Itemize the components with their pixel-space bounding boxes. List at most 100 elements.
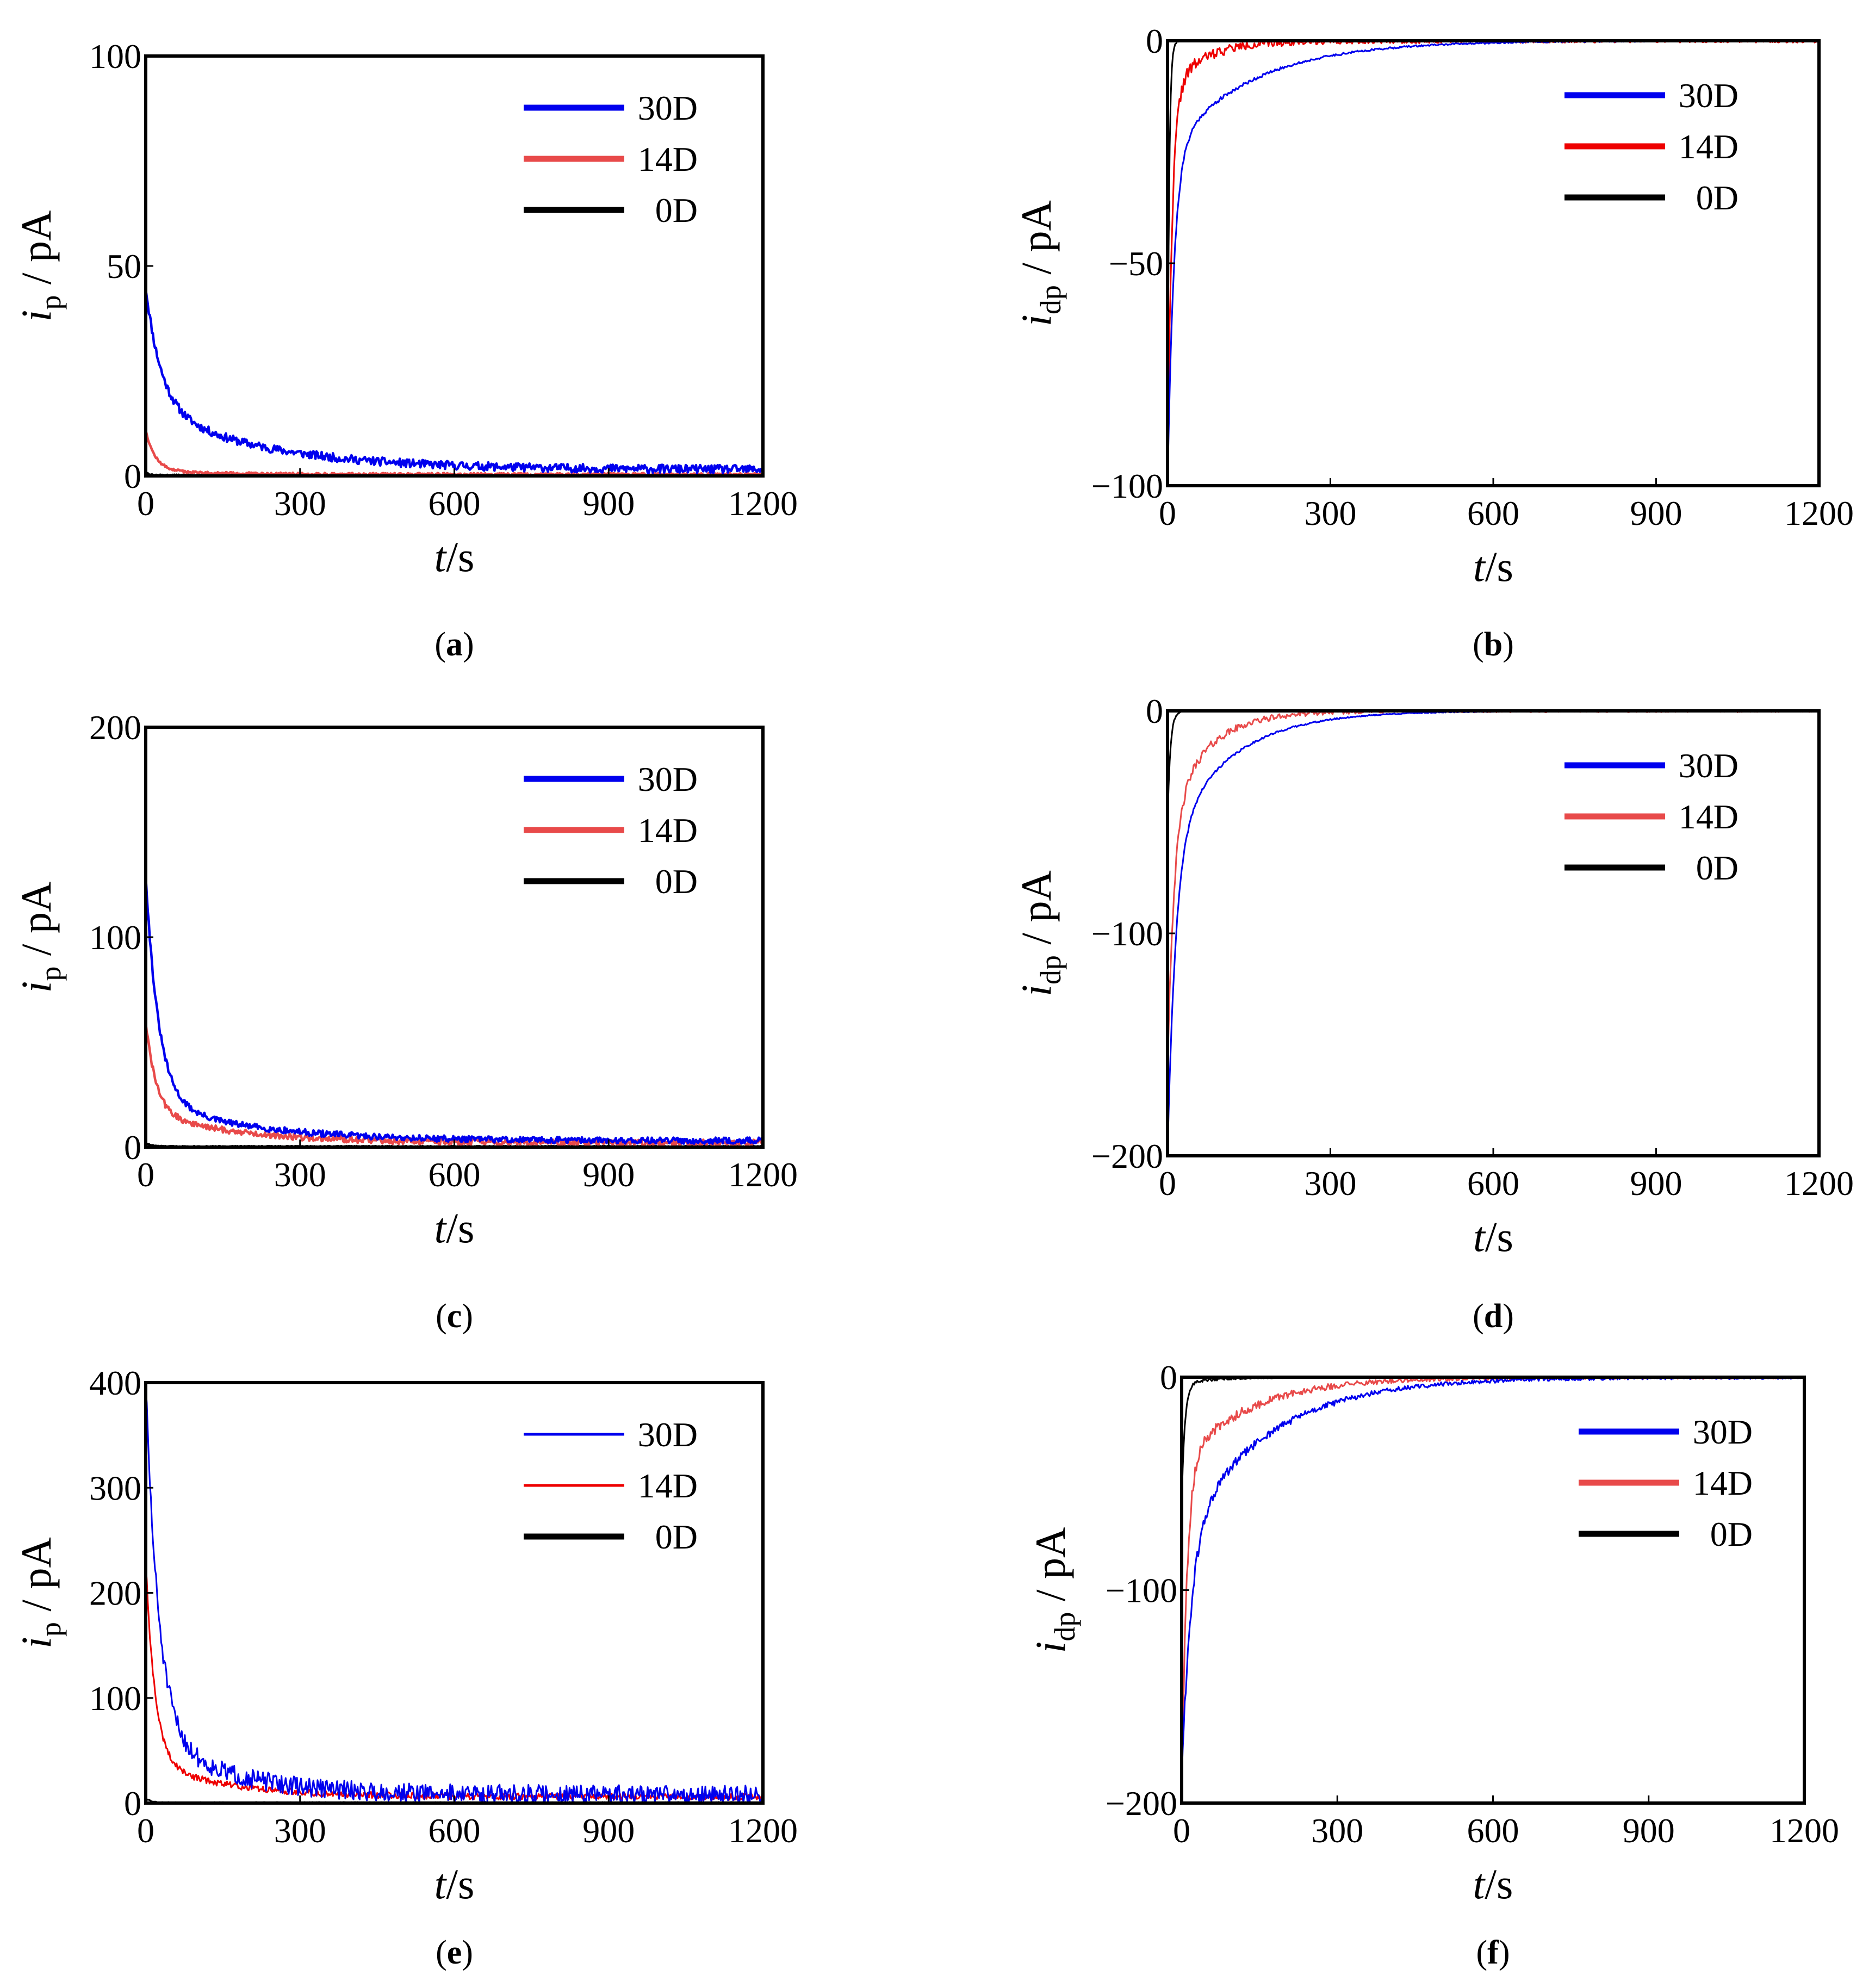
legend-label-30D: 30D xyxy=(638,1415,698,1454)
panel-caption: (f) xyxy=(1476,1934,1510,1971)
x-tick-label: 600 xyxy=(429,1155,481,1194)
y-tick-label: 100 xyxy=(89,37,141,76)
legend-label-14D: 14D xyxy=(638,811,698,850)
y-axis-label: ip / pA xyxy=(13,882,67,993)
x-tick-label: 1200 xyxy=(728,484,798,523)
y-tick-label: −50 xyxy=(1109,244,1163,283)
x-axis-label: t/s xyxy=(434,1860,475,1908)
legend: 30D 14D 0D xyxy=(524,1415,698,1556)
x-tick-label: 900 xyxy=(1623,1811,1675,1850)
x-tick-label: 1200 xyxy=(1770,1811,1839,1850)
y-axis-label: idp / pA xyxy=(1013,200,1067,326)
y-tick-label: 0 xyxy=(124,457,141,496)
x-tick-label: 0 xyxy=(1159,1164,1176,1203)
y-tick-label: −100 xyxy=(1091,467,1163,505)
legend-label-14D: 14D xyxy=(1693,1464,1753,1502)
y-tick-label: −100 xyxy=(1106,1571,1177,1610)
x-tick-label: 300 xyxy=(1305,1164,1357,1203)
legend-label-0D: 0D xyxy=(655,862,698,901)
x-tick-label: 0 xyxy=(1173,1811,1190,1850)
x-tick-label: 900 xyxy=(1630,494,1682,532)
y-tick-label: 100 xyxy=(89,918,141,957)
legend-label-14D: 14D xyxy=(638,1466,698,1505)
legend: 30D 14D 0D xyxy=(524,760,698,901)
panel-caption: (c) xyxy=(436,1298,473,1335)
panel-b: 0 300 600 900 1200 −100 −50 0 t/s idp / pA 30D 14D 0… xyxy=(1013,22,1854,663)
legend-label-0D: 0D xyxy=(1696,178,1739,217)
x-tick-label: 900 xyxy=(1630,1164,1682,1203)
legend-label-30D: 30D xyxy=(1693,1413,1753,1451)
legend-label-0D: 0D xyxy=(1710,1515,1753,1553)
y-tick-label: −200 xyxy=(1091,1137,1163,1175)
series-line-30D xyxy=(146,289,763,475)
panel-c: 0 300 600 900 1200 0 100 200 t/s ip / pA 30D 14D 0D (… xyxy=(13,708,798,1335)
panel-caption: (b) xyxy=(1473,626,1514,663)
x-tick-label: 900 xyxy=(582,484,635,523)
legend: 30D 14D 0D xyxy=(1564,746,1739,887)
legend-label-30D: 30D xyxy=(1679,746,1739,785)
x-axis-label: t/s xyxy=(1473,543,1513,590)
x-tick-label: 0 xyxy=(137,1155,154,1194)
y-axis-label: ip / pA xyxy=(13,210,67,322)
x-tick-label: 1200 xyxy=(728,1811,798,1850)
x-tick-label: 900 xyxy=(582,1811,635,1850)
x-tick-label: 1200 xyxy=(1784,1164,1854,1203)
panel-caption: (d) xyxy=(1473,1298,1514,1335)
x-axis-label: t/s xyxy=(434,1204,475,1252)
x-tick-label: 300 xyxy=(274,1811,326,1850)
panel-a: 0 300 600 900 1200 0 50 100 t/s ip / pA 30D 14D 0D (a… xyxy=(13,37,798,663)
y-axis-label: idp / pA xyxy=(1027,1527,1081,1653)
x-tick-label: 0 xyxy=(1159,494,1176,532)
x-tick-label: 600 xyxy=(1467,1164,1519,1203)
y-tick-label: 0 xyxy=(1160,1358,1177,1397)
y-tick-label: 200 xyxy=(89,1574,141,1613)
y-tick-label: 100 xyxy=(89,1679,141,1718)
legend-label-14D: 14D xyxy=(638,140,698,178)
panel-d: 0 300 600 900 1200 −200 −100 0 t/s idp / pA 30D 14D… xyxy=(1013,692,1854,1335)
x-tick-label: 600 xyxy=(429,1811,481,1850)
y-tick-label: 300 xyxy=(89,1469,141,1507)
x-tick-label: 600 xyxy=(429,484,481,523)
y-tick-label: −100 xyxy=(1091,914,1163,953)
panel-e: 0 300 600 900 1200 0 100 200 300 400 t/s ip / pA 30D… xyxy=(13,1364,798,1971)
legend: 30D 14D 0D xyxy=(524,89,698,230)
panel-caption: (e) xyxy=(436,1934,473,1971)
y-tick-label: 0 xyxy=(124,1784,141,1823)
series-line-30D xyxy=(146,875,763,1145)
legend-label-0D: 0D xyxy=(655,191,698,230)
y-tick-label: 50 xyxy=(107,247,141,286)
x-tick-label: 600 xyxy=(1467,494,1519,532)
x-axis-label: t/s xyxy=(434,533,475,580)
y-axis-label: ip / pA xyxy=(13,1537,67,1649)
panel-caption: (a) xyxy=(434,626,474,663)
legend-label-0D: 0D xyxy=(1696,849,1739,887)
legend-label-30D: 30D xyxy=(638,89,698,127)
y-tick-label: 400 xyxy=(89,1364,141,1402)
y-tick-label: 0 xyxy=(1146,22,1163,60)
x-tick-label: 300 xyxy=(1311,1811,1363,1850)
x-axis-label: t/s xyxy=(1473,1213,1513,1260)
legend-label-30D: 30D xyxy=(1679,76,1739,115)
y-tick-label: 0 xyxy=(1146,692,1163,730)
legend: 30D 14D 0D xyxy=(1564,76,1739,217)
x-tick-label: 600 xyxy=(1467,1811,1519,1850)
y-tick-label: −200 xyxy=(1106,1784,1177,1823)
x-tick-label: 0 xyxy=(137,1811,154,1850)
x-tick-label: 300 xyxy=(274,1155,326,1194)
x-tick-label: 1200 xyxy=(1784,494,1854,532)
legend: 30D 14D 0D xyxy=(1579,1413,1753,1553)
x-tick-label: 1200 xyxy=(728,1155,798,1194)
y-tick-label: 200 xyxy=(89,708,141,747)
x-tick-label: 0 xyxy=(137,484,154,523)
legend-label-0D: 0D xyxy=(655,1518,698,1556)
legend-label-14D: 14D xyxy=(1679,127,1739,166)
x-axis-label: t/s xyxy=(1473,1860,1513,1908)
legend-label-14D: 14D xyxy=(1679,797,1739,836)
panel-f: 0 300 600 900 1200 −200 −100 0 t/s idp / pA 30D 14D… xyxy=(1027,1358,1839,1971)
y-axis-label: idp / pA xyxy=(1013,870,1067,996)
y-tick-label: 0 xyxy=(124,1128,141,1167)
x-tick-label: 900 xyxy=(582,1155,635,1194)
x-tick-label: 300 xyxy=(274,484,326,523)
legend-label-30D: 30D xyxy=(638,760,698,798)
